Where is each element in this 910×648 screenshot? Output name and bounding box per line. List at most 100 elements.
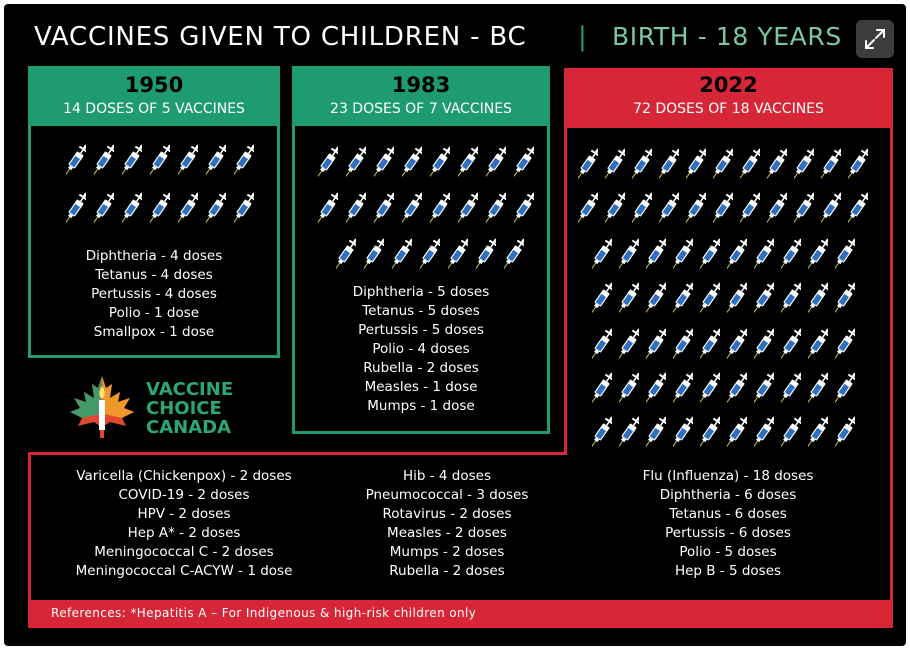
syringe-icon xyxy=(833,234,858,274)
syringe-icon xyxy=(630,188,655,228)
vaccine-list-item: Rubella - 2 doses xyxy=(363,360,479,376)
syringe-icon xyxy=(418,234,443,274)
syringe-icon xyxy=(512,142,537,182)
vaccine-list-item: Diphtheria - 6 doses xyxy=(659,487,797,503)
vaccine-list-item: Flu (Influenza) - 18 doses xyxy=(642,468,814,484)
vaccine-list-1950: Diphtheria - 4 doses Tetanus - 4 doses Per… xyxy=(31,247,277,342)
syringe-icon xyxy=(372,142,397,182)
panel-2022-year: 2022 xyxy=(699,73,758,97)
panel-1950-summary: 14 DOSES OF 5 VACCINES xyxy=(63,101,245,117)
vaccine-list-item: Rotavirus - 2 doses xyxy=(382,506,512,522)
vaccine-list-item: Hep A* - 2 doses xyxy=(127,525,241,541)
syringe-icon xyxy=(792,144,817,184)
vaccine-list-item: Rubella - 2 doses xyxy=(389,563,505,579)
syringe-icon xyxy=(752,324,777,364)
syringe-icon xyxy=(232,140,257,180)
syringe-icon xyxy=(630,144,655,184)
syringe-icon xyxy=(120,188,145,228)
syringe-icon xyxy=(644,368,669,408)
vaccine-list-item: HPV - 2 doses xyxy=(137,506,231,522)
syringe-icon xyxy=(684,188,709,228)
vaccine-list-item: Smallpox - 1 dose xyxy=(93,324,215,340)
panel-2022-border-left-lower xyxy=(28,452,31,628)
syringe-icon xyxy=(752,278,777,318)
vaccine-list-item: Tetanus - 5 doses xyxy=(362,303,480,319)
syringe-icon xyxy=(148,140,173,180)
syringe-icon xyxy=(590,278,615,318)
vaccine-list-item: Pertussis - 6 doses xyxy=(665,525,791,541)
syringe-icon xyxy=(390,234,415,274)
syringe-icon xyxy=(779,278,804,318)
maple-leaf-candle-icon xyxy=(70,376,134,438)
vaccine-list-item: Hep B - 5 doses xyxy=(674,563,782,579)
syringe-icon xyxy=(657,188,682,228)
vaccine-list-item: Hib - 4 doses xyxy=(402,468,491,484)
vaccine-list-item: Pneumococcal - 3 doses xyxy=(365,487,529,503)
syringe-icon xyxy=(428,188,453,228)
expand-button[interactable] xyxy=(856,20,894,58)
syringe-icon xyxy=(752,368,777,408)
panel-2022-header: 2022 72 DOSES OF 18 VACCINES xyxy=(564,68,893,128)
syringe-icon xyxy=(603,144,628,184)
syringe-icon xyxy=(684,144,709,184)
syringe-icon xyxy=(644,234,669,274)
vaccine-list-1983: Diphtheria - 5 doses Tetanus - 5 doses Per… xyxy=(295,283,547,416)
syringe-icon xyxy=(698,278,723,318)
syringe-icon xyxy=(484,188,509,228)
vaccine-list-2022-col1: Varicella (Chickenpox) - 2 doses COVID-19… xyxy=(34,467,334,581)
panel-2022-summary: 72 DOSES OF 18 VACCINES xyxy=(633,101,824,117)
panel-1983-header: 1983 23 DOSES OF 7 VACCINES xyxy=(295,69,547,126)
vaccine-list-2022-col3: Flu (Influenza) - 18 doses Diphtheria - 6… xyxy=(598,467,858,581)
syringe-icon xyxy=(725,412,750,452)
logo-line-3: CANADA xyxy=(146,417,232,438)
vaccine-list-item: Meningococcal C-ACYW - 1 dose xyxy=(75,563,293,579)
logo-line-2: CHOICE xyxy=(146,398,222,419)
syringe-icon xyxy=(92,140,117,180)
vaccine-list-item: Polio - 1 dose xyxy=(108,305,200,321)
vaccine-list-item: Mumps - 1 dose xyxy=(367,398,475,414)
syringe-icon xyxy=(779,324,804,364)
panel-1983-year: 1983 xyxy=(391,73,451,97)
vaccine-list-item: Measles - 2 doses xyxy=(387,525,507,541)
syringe-icon xyxy=(372,188,397,228)
vaccine-list-item: Polio - 5 doses xyxy=(679,544,777,560)
syringe-icon xyxy=(456,142,481,182)
syringe-icon xyxy=(698,324,723,364)
syringe-icon xyxy=(204,188,229,228)
syringe-icon xyxy=(806,324,831,364)
vaccine-list-item: Pertussis - 4 doses xyxy=(91,286,217,302)
syringe-icon xyxy=(698,368,723,408)
syringe-icon xyxy=(456,188,481,228)
syringe-icon xyxy=(779,234,804,274)
page-title: VACCINES GIVEN TO CHILDREN - BC xyxy=(34,22,527,52)
syringe-icon xyxy=(446,234,471,274)
syringe-icon xyxy=(344,188,369,228)
syringe-icon xyxy=(400,142,425,182)
syringe-icon xyxy=(792,188,817,228)
syringe-icon xyxy=(617,324,642,364)
syringe-icon xyxy=(617,368,642,408)
syringe-icon xyxy=(725,234,750,274)
syringe-icon xyxy=(846,144,871,184)
syringe-icon xyxy=(806,412,831,452)
syringe-icon xyxy=(779,412,804,452)
vaccine-list-item: Mumps - 2 doses xyxy=(389,544,505,560)
syringe-icon xyxy=(833,278,858,318)
panel-2022-border-left-upper xyxy=(564,128,567,455)
vaccine-list-item: Varicella (Chickenpox) - 2 doses xyxy=(76,468,292,484)
syringe-icon xyxy=(765,144,790,184)
syringe-icon xyxy=(148,188,173,228)
syringe-icon xyxy=(833,368,858,408)
syringe-icon xyxy=(344,142,369,182)
panel-2022-border-right xyxy=(890,128,893,600)
syringe-icon xyxy=(711,188,736,228)
syringe-icon xyxy=(765,188,790,228)
page-subtitle: BIRTH - 18 YEARS xyxy=(612,22,842,51)
syringe-icon xyxy=(617,278,642,318)
syringe-icon xyxy=(644,278,669,318)
vaccine-list-2022-col2: Hib - 4 doses Pneumococcal - 3 doses Rotav… xyxy=(322,467,572,581)
expand-icon xyxy=(865,29,885,49)
syringe-icon xyxy=(711,144,736,184)
syringe-icon xyxy=(512,188,537,228)
syringe-icon xyxy=(833,324,858,364)
